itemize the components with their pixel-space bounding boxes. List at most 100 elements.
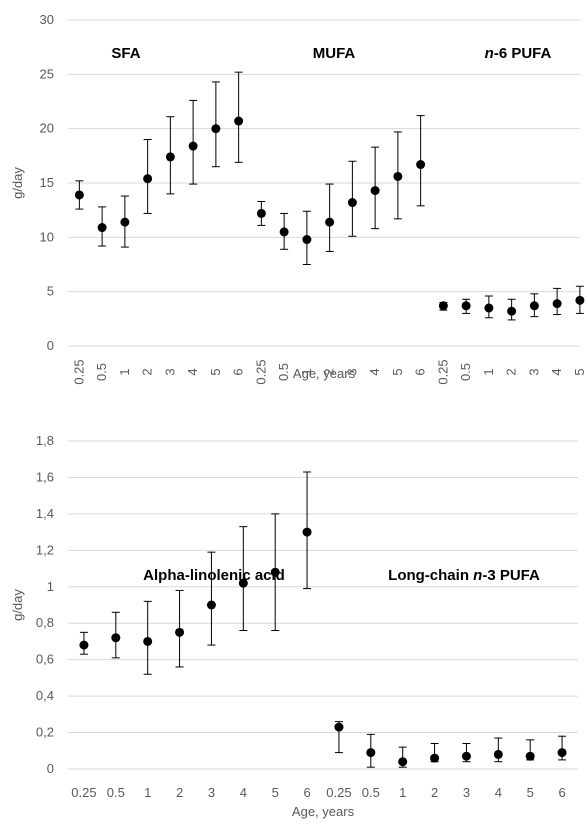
x-tick-label: 3: [344, 368, 359, 375]
x-axis-title: Age, years: [293, 366, 356, 381]
x-tick-label: 1: [117, 368, 132, 375]
data-point: [366, 748, 376, 758]
data-point: [97, 223, 107, 233]
data-point: [175, 627, 185, 637]
data-point: [302, 235, 312, 245]
data-point: [143, 174, 153, 184]
data-point: [430, 753, 440, 763]
x-tick-label: 5: [527, 785, 534, 800]
data-point: [484, 303, 494, 313]
x-tick-label: 6: [231, 368, 246, 375]
x-tick-label: 6: [303, 785, 310, 800]
y-tick-label: 1,6: [36, 469, 54, 484]
x-tick-label: 5: [572, 368, 587, 375]
y-tick-label: 0,2: [36, 725, 54, 740]
data-point: [74, 190, 84, 200]
data-point: [393, 171, 403, 181]
data-point: [438, 301, 448, 311]
data-point: [206, 600, 216, 610]
x-tick-label: 5: [208, 368, 223, 375]
x-tick-label: 1: [299, 368, 314, 375]
data-point: [188, 141, 198, 151]
y-tick-label: 1,4: [36, 506, 54, 521]
x-tick-label: 0.25: [435, 359, 450, 384]
data-point: [234, 116, 244, 126]
series-label: MUFA: [313, 45, 356, 62]
y-tick-label: 0,8: [36, 615, 54, 630]
x-tick-label: 6: [413, 368, 428, 375]
x-tick-label: 1: [144, 785, 151, 800]
data-point: [143, 636, 153, 646]
data-point: [334, 722, 344, 732]
data-point: [211, 124, 221, 134]
y-tick-label: 5: [47, 284, 54, 299]
data-point: [493, 749, 503, 759]
x-tick-label: 5: [272, 785, 279, 800]
x-tick-label: 2: [431, 785, 438, 800]
x-tick-label: 4: [185, 368, 200, 375]
data-point: [370, 186, 380, 196]
chart-panel-2: 0 0,2 0,4 0,6 0,8 1 1,2 1,4 1,6 1,8 g/day Age, year…: [10, 433, 578, 819]
y-tick-label: 10: [40, 229, 54, 244]
x-tick-label: 2: [504, 368, 519, 375]
x-tick-label: 0.5: [94, 363, 109, 381]
x-tick-label: 0.25: [326, 785, 351, 800]
y-tick-label: 0: [47, 338, 54, 353]
y-tick-label: 20: [40, 121, 54, 136]
data-point: [256, 208, 266, 218]
y-tick-label: 0,4: [36, 688, 54, 703]
x-tick-label: 0.5: [107, 785, 125, 800]
series-label: n-6 PUFA: [485, 45, 552, 62]
data-point: [325, 217, 335, 227]
data-point: [302, 527, 312, 537]
data-point: [416, 160, 426, 170]
data-point: [461, 751, 471, 761]
data-point: [238, 578, 248, 588]
data-point: [111, 633, 121, 643]
data-point: [165, 152, 175, 162]
x-tick-label: 0.25: [71, 785, 96, 800]
data-point: [529, 301, 539, 311]
x-tick-label: 1: [399, 785, 406, 800]
x-tick-label: 4: [367, 368, 382, 375]
y-tick-label: 1,2: [36, 542, 54, 557]
y-tick-label: 1,8: [36, 433, 54, 448]
x-tick-label: 0.25: [71, 359, 86, 384]
x-tick-label: 3: [463, 785, 470, 800]
data-point: [461, 301, 471, 311]
x-tick-label: 3: [526, 368, 541, 375]
data-point: [507, 306, 517, 316]
x-tick-label: 3: [208, 785, 215, 800]
series-label: Long-chain n-3 PUFA: [388, 567, 540, 584]
x-tick-label: 2: [176, 785, 183, 800]
x-axis-title: Age, years: [292, 804, 355, 819]
data-point: [557, 748, 567, 758]
x-tick-label: 4: [549, 368, 564, 375]
x-tick-label: 2: [140, 368, 155, 375]
x-tick-label: 0.5: [276, 363, 291, 381]
x-tick-label: 4: [495, 785, 502, 800]
data-point: [347, 198, 357, 208]
x-tick-label: 3: [162, 368, 177, 375]
y-tick-label: 15: [40, 175, 54, 190]
x-tick-label: 1: [481, 368, 496, 375]
x-tick-label: 0.25: [253, 359, 268, 384]
data-point: [120, 217, 130, 227]
data-point: [552, 299, 562, 309]
y-tick-label: 0,6: [36, 652, 54, 667]
x-tick-label: 0.5: [458, 363, 473, 381]
x-tick-label: 6: [558, 785, 565, 800]
data-point: [398, 757, 408, 767]
y-tick-label: 1: [47, 579, 54, 594]
data-point: [79, 640, 89, 650]
series-label: Alpha-linolenic acid: [143, 567, 285, 584]
data-point: [279, 227, 289, 237]
y-tick-label: 30: [40, 12, 54, 27]
data-point: [525, 751, 535, 761]
x-tick-label: 5: [390, 368, 405, 375]
x-tick-label: 0.5: [362, 785, 380, 800]
y-axis-title: g/day: [10, 589, 25, 621]
data-point: [575, 295, 585, 305]
